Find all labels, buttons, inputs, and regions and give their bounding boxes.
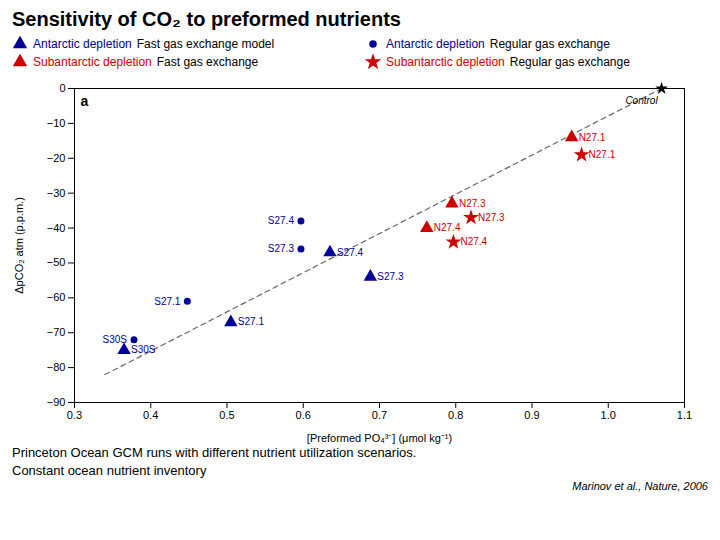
svg-text:−20: −20 <box>47 152 66 164</box>
svg-text:0.4: 0.4 <box>143 409 158 421</box>
svg-text:0.8: 0.8 <box>448 409 463 421</box>
svg-text:−90: −90 <box>47 396 66 408</box>
html-text:Antarctic depletion Regular ga: Antarctic depletion Regular gas exchange <box>386 37 610 51</box>
svg-text:0.5: 0.5 <box>219 409 234 421</box>
svg-text:1.0: 1.0 <box>601 409 616 421</box>
svg-text:S27.1: S27.1 <box>154 296 181 307</box>
svg-text:Control: Control <box>625 95 658 106</box>
svg-text:S30S: S30S <box>103 334 128 345</box>
svg-text:1.1: 1.1 <box>677 409 692 421</box>
svg-text:N27.4: N27.4 <box>460 236 487 247</box>
svg-text:−80: −80 <box>47 361 66 373</box>
html-text:Subantarctic depletion Regular: Subantarctic depletion Regular gas excha… <box>386 55 630 69</box>
html-text:Constant ocean nutrient invent: Constant ocean nutrient inventory <box>12 462 207 478</box>
svg-text:0: 0 <box>59 82 65 94</box>
svg-text:0.9: 0.9 <box>524 409 539 421</box>
svg-text:0.3: 0.3 <box>67 409 82 421</box>
html-text:Princeton Ocean GCM runs with: Princeton Ocean GCM runs with different … <box>12 445 417 460</box>
svg-text:ΔpCO₂ atm (p.p.m.): ΔpCO₂ atm (p.p.m.) <box>13 197 25 294</box>
svg-text:S27.4: S27.4 <box>268 215 295 226</box>
svg-text:[Preformed PO₄³⁻] (μmol kg⁻¹): [Preformed PO₄³⁻] (μmol kg⁻¹) <box>307 432 452 444</box>
svg-text:0.7: 0.7 <box>372 409 387 421</box>
svg-text:−50: −50 <box>47 256 66 268</box>
svg-text:−30: −30 <box>47 187 66 199</box>
svg-text:−60: −60 <box>47 291 66 303</box>
html-text:Subantarctic depletion Fast ga: Subantarctic depletion Fast gas exchange <box>33 55 259 69</box>
svg-text:S27.3: S27.3 <box>377 271 404 282</box>
html-text:Antarctic depletion Fast gas e: Antarctic depletion Fast gas exchange mo… <box>33 37 275 51</box>
svg-text:S27.1: S27.1 <box>238 316 265 327</box>
html-text:Sensitivity of CO₂ to preforme: Sensitivity of CO₂ to preformed nutrient… <box>12 8 401 30</box>
svg-text:S30S: S30S <box>131 344 156 355</box>
svg-text:N27.1: N27.1 <box>589 149 616 160</box>
svg-text:a: a <box>81 93 89 109</box>
svg-text:N27.3: N27.3 <box>459 198 486 209</box>
html-text:Marinov et al., Nature, 2006: Marinov et al., Nature, 2006 <box>572 480 708 493</box>
svg-text:N27.3: N27.3 <box>478 212 505 223</box>
svg-text:N27.4: N27.4 <box>434 222 461 233</box>
svg-text:0.6: 0.6 <box>296 409 311 421</box>
svg-text:−70: −70 <box>47 326 66 338</box>
svg-text:S27.4: S27.4 <box>337 247 364 258</box>
svg-text:S27.3: S27.3 <box>268 243 295 254</box>
svg-text:−10: −10 <box>47 117 66 129</box>
svg-text:−40: −40 <box>47 222 66 234</box>
svg-text:N27.1: N27.1 <box>579 132 606 143</box>
